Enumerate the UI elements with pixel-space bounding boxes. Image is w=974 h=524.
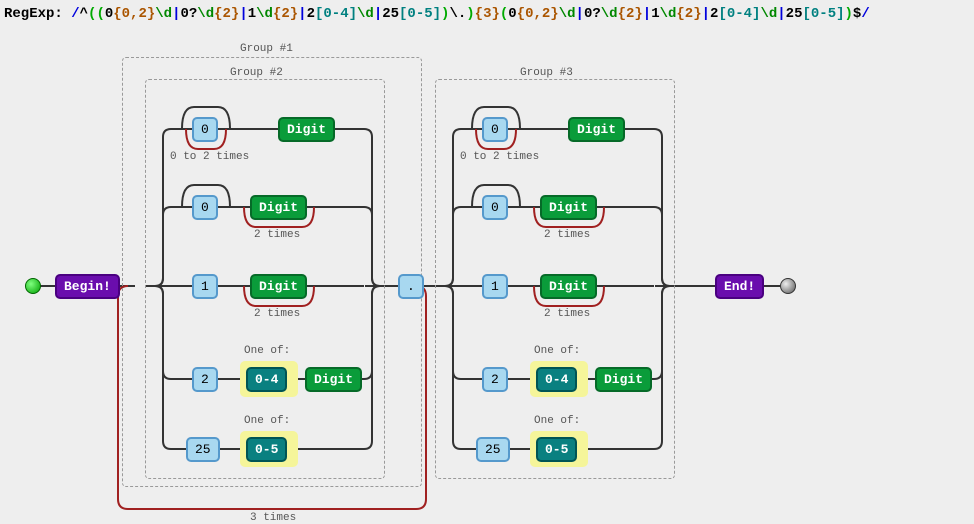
end-anchor: End!	[715, 274, 764, 299]
oneof-lbl2: One of:	[534, 415, 580, 427]
range-04: 0-4	[536, 367, 577, 392]
end-circle	[780, 278, 796, 294]
lit-1: 1	[192, 274, 218, 299]
lit-25: 25	[476, 437, 510, 462]
digit: Digit	[250, 195, 307, 220]
oneof-lbl: One of:	[534, 345, 580, 357]
group2-label: Group #2	[230, 67, 283, 79]
lit-2: 2	[482, 367, 508, 392]
range-05: 0-5	[246, 437, 287, 462]
regex-header: RegExp: /^((0{0,2}\d|0?\d{2}|1\d{2}|2[0-…	[0, 0, 974, 29]
rep-2b: 2 times	[254, 308, 300, 320]
digit: Digit	[540, 195, 597, 220]
range-04: 0-4	[246, 367, 287, 392]
lit-0: 0	[192, 117, 218, 142]
regex-pattern: /^((0{0,2}\d|0?\d{2}|1\d{2}|2[0-4]\d|25[…	[71, 6, 870, 22]
digit: Digit	[250, 274, 307, 299]
digit: Digit	[595, 367, 652, 392]
diagram: Begin! End! Group #1 Group #2 Group #3 .…	[0, 29, 974, 519]
rep-2b: 2 times	[544, 308, 590, 320]
digit: Digit	[278, 117, 335, 142]
range-05: 0-5	[536, 437, 577, 462]
digit: Digit	[540, 274, 597, 299]
lit-0b: 0	[482, 195, 508, 220]
rep-0to2: 0 to 2 times	[460, 151, 539, 163]
start-circle	[25, 278, 41, 294]
rep-2: 2 times	[254, 229, 300, 241]
lit-0b: 0	[192, 195, 218, 220]
lit-25: 25	[186, 437, 220, 462]
oneof-lbl2: One of:	[244, 415, 290, 427]
group3-label: Group #3	[520, 67, 573, 79]
oneof-lbl: One of:	[244, 345, 290, 357]
regex-label: RegExp:	[4, 6, 63, 22]
group1-label: Group #1	[240, 43, 293, 55]
dot-literal: .	[398, 274, 424, 299]
begin-anchor: Begin!	[55, 274, 120, 299]
digit: Digit	[305, 367, 362, 392]
digit: Digit	[568, 117, 625, 142]
rep-0to2: 0 to 2 times	[170, 151, 249, 163]
rep-2: 2 times	[544, 229, 590, 241]
lit-0: 0	[482, 117, 508, 142]
lit-1: 1	[482, 274, 508, 299]
lit-2: 2	[192, 367, 218, 392]
